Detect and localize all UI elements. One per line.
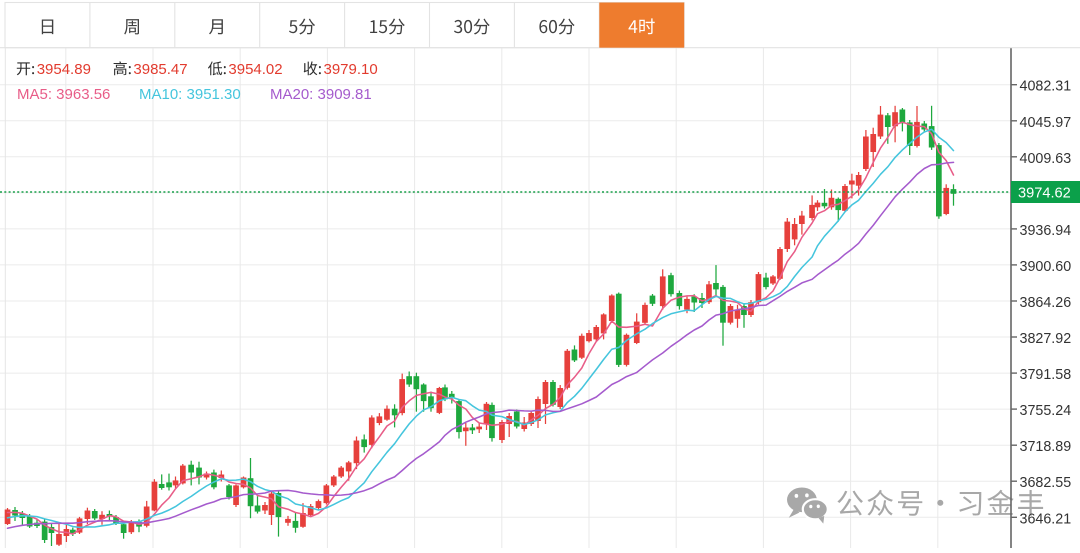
svg-text:MA10: 3951.30: MA10: 3951.30 xyxy=(139,86,241,103)
svg-text:3900.60: 3900.60 xyxy=(1020,259,1072,275)
svg-text:3755.24: 3755.24 xyxy=(1020,403,1072,419)
svg-text:4045.97: 4045.97 xyxy=(1020,115,1072,131)
svg-text:4009.63: 4009.63 xyxy=(1020,151,1072,167)
svg-text:3954.89: 3954.89 xyxy=(37,61,91,78)
svg-text:4082.31: 4082.31 xyxy=(1020,79,1072,95)
svg-text:MA20: 3909.81: MA20: 3909.81 xyxy=(270,86,372,103)
svg-text:3864.26: 3864.26 xyxy=(1020,295,1072,311)
svg-text:3985.47: 3985.47 xyxy=(133,61,187,78)
svg-text:3979.10: 3979.10 xyxy=(324,61,378,78)
svg-text:3827.92: 3827.92 xyxy=(1020,331,1072,347)
svg-text:3791.58: 3791.58 xyxy=(1020,367,1072,383)
svg-text:3718.89: 3718.89 xyxy=(1020,439,1072,455)
svg-text:3646.21: 3646.21 xyxy=(1020,511,1072,527)
svg-text:3936.94: 3936.94 xyxy=(1020,223,1072,239)
svg-text:3682.55: 3682.55 xyxy=(1020,475,1072,491)
svg-text:MA5: 3963.56: MA5: 3963.56 xyxy=(17,86,110,103)
svg-text:3974.62: 3974.62 xyxy=(1018,185,1071,201)
svg-text:3954.02: 3954.02 xyxy=(228,61,282,78)
